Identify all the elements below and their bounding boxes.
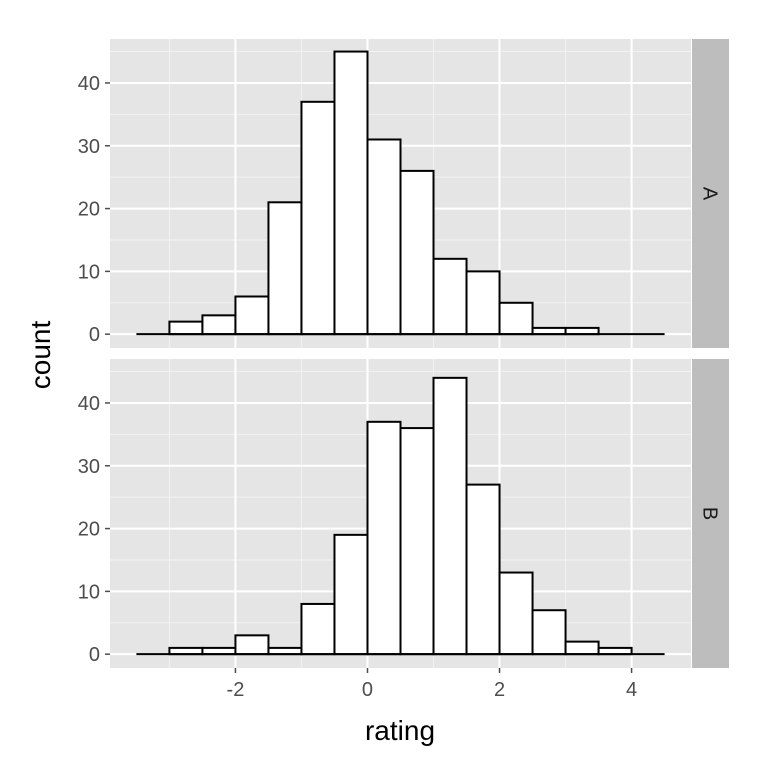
x-tick-label: 0 xyxy=(362,679,373,701)
x-tick-label: 2 xyxy=(494,679,505,701)
y-tick-label: 30 xyxy=(78,136,100,158)
histogram-bar xyxy=(366,420,402,656)
histogram-bar xyxy=(366,138,402,336)
facet-strip-label: A xyxy=(699,187,721,201)
histogram-bar xyxy=(333,50,369,336)
facet-panel-B: 0 10 20 30 40 B xyxy=(78,359,729,668)
histogram-bar xyxy=(498,571,534,656)
y-tick-label: 0 xyxy=(89,644,100,666)
y-tick-label: 0 xyxy=(89,324,100,346)
histogram-bar xyxy=(465,270,501,336)
histogram-bar xyxy=(333,533,369,656)
facet-strip-label: B xyxy=(699,507,721,520)
histogram-bar xyxy=(432,257,468,336)
histogram-bar xyxy=(399,427,435,656)
histogram-bar xyxy=(564,640,600,656)
facet-panel-A: 0 10 20 30 40 A xyxy=(78,39,729,348)
histogram-bar xyxy=(465,483,501,656)
facet-strip xyxy=(692,359,729,668)
panels-layer: 0 10 20 30 40 A 0 10 20 30 40 B xyxy=(78,39,729,668)
x-tick-label: -2 xyxy=(227,679,245,701)
y-tick-label: 20 xyxy=(78,519,100,541)
histogram-bar xyxy=(234,295,270,336)
y-tick-label: 10 xyxy=(78,581,100,603)
histogram-bar xyxy=(300,602,336,656)
x-tick-label: 4 xyxy=(626,679,637,701)
histogram-bar xyxy=(201,314,237,336)
histogram-bar xyxy=(168,320,204,336)
histogram-bar xyxy=(399,169,435,336)
histogram-bar xyxy=(498,301,534,336)
histogram-bar xyxy=(267,201,303,336)
y-tick-label: 40 xyxy=(78,393,100,415)
y-tick-label: 20 xyxy=(78,199,100,221)
y-tick-label: 30 xyxy=(78,456,100,478)
histogram-bar xyxy=(531,609,567,656)
y-axis-title: count xyxy=(25,321,56,390)
x-axis-title: rating xyxy=(365,715,435,746)
facet-strip xyxy=(692,39,729,348)
y-tick-label: 40 xyxy=(78,73,100,95)
histogram-bar xyxy=(234,634,270,656)
y-tick-label: 10 xyxy=(78,261,100,283)
histogram-bar xyxy=(432,376,468,656)
x-axis: -2 0 2 4 xyxy=(227,668,637,701)
histogram-bar xyxy=(300,100,336,336)
